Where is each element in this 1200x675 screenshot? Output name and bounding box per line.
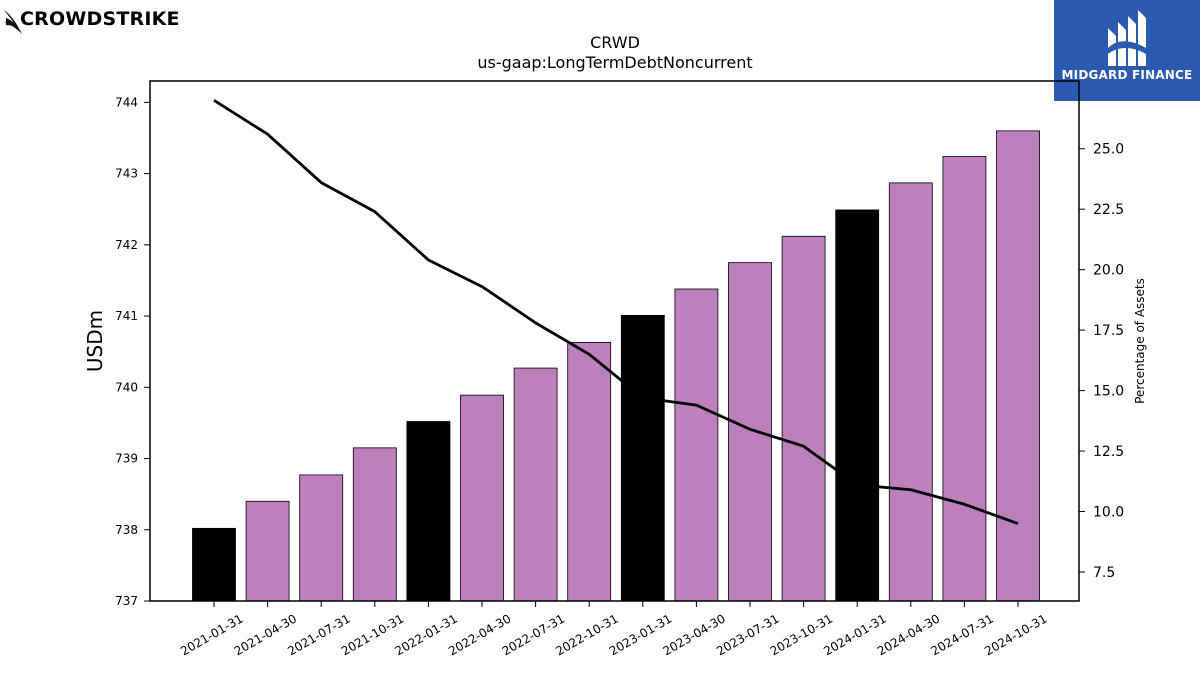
bar-series [192, 130, 1040, 602]
crowdstrike-logo: CROWDSTRIKE [4, 4, 204, 40]
y-axis-right: 7.5 10.0 12.5 15.0 17.5 20.0 22.5 25.0 [1079, 142, 1124, 581]
chart-title: CRWD [590, 33, 640, 52]
line-series [213, 99, 1019, 525]
y-tick-label: 744 [115, 95, 138, 109]
bar [245, 500, 290, 602]
midgard-finance-logo: MIDGARD FINANCE [1054, 0, 1200, 101]
percentage-of-assets-line [213, 99, 1019, 525]
bar [835, 209, 880, 602]
falcon-icon [4, 10, 22, 34]
bar [620, 314, 665, 602]
bar [352, 447, 397, 602]
y-tick-label: 743 [115, 167, 138, 181]
chart-subtitle: us-gaap:LongTermDebtNoncurrent [477, 53, 752, 72]
y2-tick-label: 15.0 [1093, 384, 1124, 400]
plot-frame [149, 80, 1080, 602]
x-axis: 2021-01-312021-04-302021-07-312021-10-31… [178, 601, 1050, 658]
midgard-logo-icon [1108, 10, 1146, 66]
bar [996, 130, 1040, 602]
y2-tick-label: 10.0 [1093, 505, 1124, 521]
y-axis-left: 737 738 739 740 741 742 743 744 [115, 95, 150, 608]
bar [781, 235, 826, 602]
bar [513, 367, 558, 602]
crowdstrike-wordmark: CROWDSTRIKE [20, 8, 180, 30]
y-tick-label: 740 [115, 380, 138, 394]
y-tick-label: 741 [115, 309, 138, 323]
y-tick-label: 739 [115, 452, 138, 466]
bar [460, 394, 504, 602]
y2-tick-label: 12.5 [1093, 444, 1124, 460]
bar [567, 342, 612, 602]
y-axis-label: USDm [83, 310, 107, 372]
y2-axis-label: Percentage of Assets [1133, 278, 1147, 404]
y2-tick-label: 20.0 [1093, 263, 1124, 279]
bar [299, 474, 344, 602]
y-tick-label: 742 [115, 238, 138, 252]
y-tick-label: 738 [115, 523, 138, 537]
bar [728, 262, 772, 602]
bar [674, 288, 719, 602]
bar [888, 182, 933, 602]
bar [192, 527, 236, 602]
y-tick-label: 737 [115, 594, 138, 608]
y2-tick-label: 25.0 [1093, 142, 1124, 158]
y2-tick-label: 7.5 [1093, 565, 1115, 581]
bar [942, 156, 987, 602]
bar [406, 421, 451, 602]
y2-tick-label: 22.5 [1093, 202, 1124, 218]
y2-tick-label: 17.5 [1093, 323, 1124, 339]
midgard-wordmark: MIDGARD FINANCE [1061, 68, 1193, 82]
